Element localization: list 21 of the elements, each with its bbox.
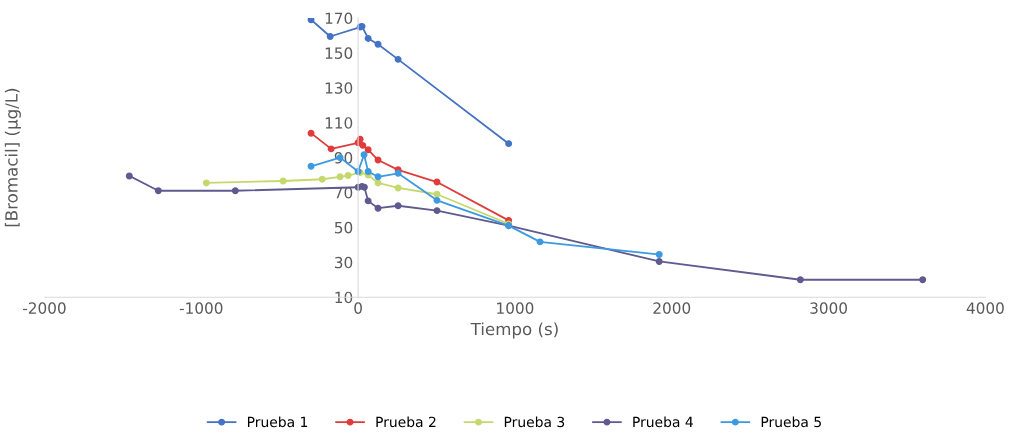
x-tick-label: -1000 bbox=[179, 302, 223, 314]
x-axis-title: Tiempo (s) bbox=[470, 322, 558, 339]
y-tick-label: 110 bbox=[325, 117, 353, 129]
legend-label: Prueba 5 bbox=[761, 416, 821, 428]
y-tick-label: 50 bbox=[334, 221, 353, 234]
legend-label: Prueba 2 bbox=[376, 416, 436, 428]
y-tick-label: 130 bbox=[325, 82, 353, 94]
legend-label: Prueba 3 bbox=[504, 416, 565, 428]
y-tick-label: 170 bbox=[325, 12, 353, 25]
x-tick-label: -2000 bbox=[23, 302, 66, 314]
y-tick-label: 150 bbox=[325, 47, 353, 59]
x-tick-label: 1000 bbox=[497, 302, 534, 314]
x-tick-label: 2000 bbox=[653, 302, 691, 314]
x-tick-label: 4000 bbox=[966, 302, 1004, 314]
y-tick-label: 10 bbox=[335, 291, 353, 304]
legend-label: Prueba 4 bbox=[633, 416, 693, 428]
x-tick-label: 0 bbox=[354, 302, 362, 314]
legend-label: Prueba 1 bbox=[247, 416, 308, 428]
x-tick-label: 3000 bbox=[810, 302, 847, 314]
y-tick-label: 30 bbox=[334, 256, 353, 269]
y-axis-title: [Bromacil] (µg/L) bbox=[4, 88, 21, 227]
